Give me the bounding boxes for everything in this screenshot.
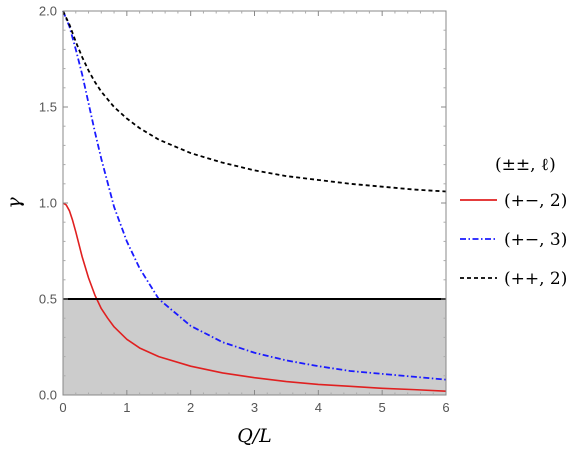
plot-area: 0 1 2 3 4 5 6 0.0 0.5 1.0 1.5 2.0 [39, 4, 450, 416]
y-tick-label: 1.5 [39, 100, 57, 115]
legend-entry-label: (+−, 3) [504, 230, 567, 250]
y-tick-label: 0.5 [39, 292, 57, 307]
series-line-1 [62, 202, 447, 392]
y-axis-title: γ [3, 197, 25, 209]
x-tick-label: 3 [251, 400, 258, 415]
x-tick-label: 2 [187, 400, 194, 415]
x-axis-title: Q/L [237, 425, 272, 447]
x-tick-label: 1 [123, 400, 130, 415]
series-lines [62, 10, 447, 392]
shaded-region [63, 299, 446, 395]
x-tick-label: 5 [379, 400, 386, 415]
axis-ticks: 0 1 2 3 4 5 6 0.0 0.5 1.0 1.5 2.0 [39, 4, 450, 416]
x-tick-label: 0 [59, 400, 66, 415]
y-tick-label: 2.0 [39, 4, 57, 19]
y-tick-label: 0.0 [39, 388, 57, 403]
series-line-3 [62, 10, 447, 193]
y-tick-label: 1.0 [39, 196, 57, 211]
legend-entry-label: (+−, 2) [504, 191, 567, 211]
legend: (±±, ℓ) (+−, 2) (+−, 3) (++, 2) [460, 155, 567, 289]
series-line-2 [62, 10, 447, 381]
x-tick-label: 6 [442, 400, 449, 415]
legend-entry-label: (++, 2) [504, 269, 567, 289]
legend-title: (±±, ℓ) [495, 155, 556, 175]
x-tick-label: 4 [315, 400, 322, 415]
